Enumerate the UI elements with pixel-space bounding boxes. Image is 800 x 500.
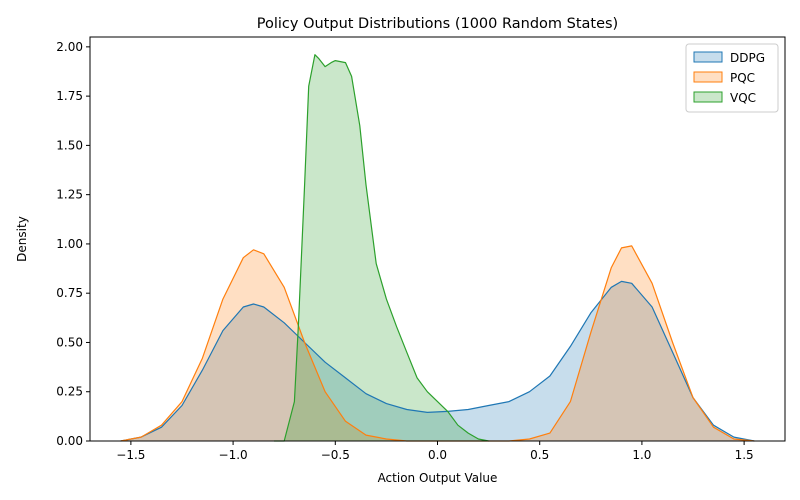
series-fill-ddpg	[120, 281, 755, 441]
x-tick-label: 1.5	[735, 448, 754, 462]
series-line-ddpg	[120, 280, 755, 442]
legend-label-pqc: PQC	[730, 71, 755, 85]
y-tick-label: 0.75	[56, 286, 83, 300]
series-line-vqc	[274, 54, 489, 442]
x-tick-label: 1.0	[632, 448, 651, 462]
legend: DDPG PQC VQC	[685, 43, 779, 113]
x-tick-label: −1.0	[219, 448, 248, 462]
legend-swatch-pqc	[693, 71, 723, 83]
y-axis-label: Density	[15, 216, 29, 262]
y-tick-label: 1.75	[56, 89, 83, 103]
y-tick-label: 1.50	[56, 138, 83, 152]
series-fill-pqc	[120, 245, 755, 441]
y-tick-label: 2.00	[56, 40, 83, 54]
y-ticks: 0.00 0.25 0.50 0.75 1.00 1.25 1.50 1.75 2.00	[56, 40, 90, 448]
y-tick-label: 1.00	[56, 237, 83, 251]
x-axis-label: Action Output Value	[378, 471, 498, 485]
x-tick-label: 0.0	[428, 448, 447, 462]
legend-box	[685, 43, 779, 113]
legend-label-ddpg: DDPG	[730, 51, 765, 65]
series-fills	[120, 54, 755, 441]
x-tick-label: −1.5	[116, 448, 145, 462]
legend-label-vqc: VQC	[730, 91, 756, 105]
series-fill-vqc	[274, 54, 489, 441]
y-tick-label: 0.50	[56, 335, 83, 349]
legend-swatch-vqc	[693, 91, 723, 103]
x-tick-label: 0.5	[530, 448, 549, 462]
y-tick-label: 1.25	[56, 188, 83, 202]
y-tick-label: 0.25	[56, 385, 83, 399]
chart-title: Policy Output Distributions (1000 Random…	[257, 16, 618, 32]
x-tick-label: −0.5	[321, 448, 350, 462]
x-ticks: −1.5 −1.0 −0.5 0.0 0.5 1.0 1.5	[116, 441, 754, 462]
legend-swatch-ddpg	[693, 51, 723, 63]
y-tick-label: 0.00	[56, 434, 83, 448]
